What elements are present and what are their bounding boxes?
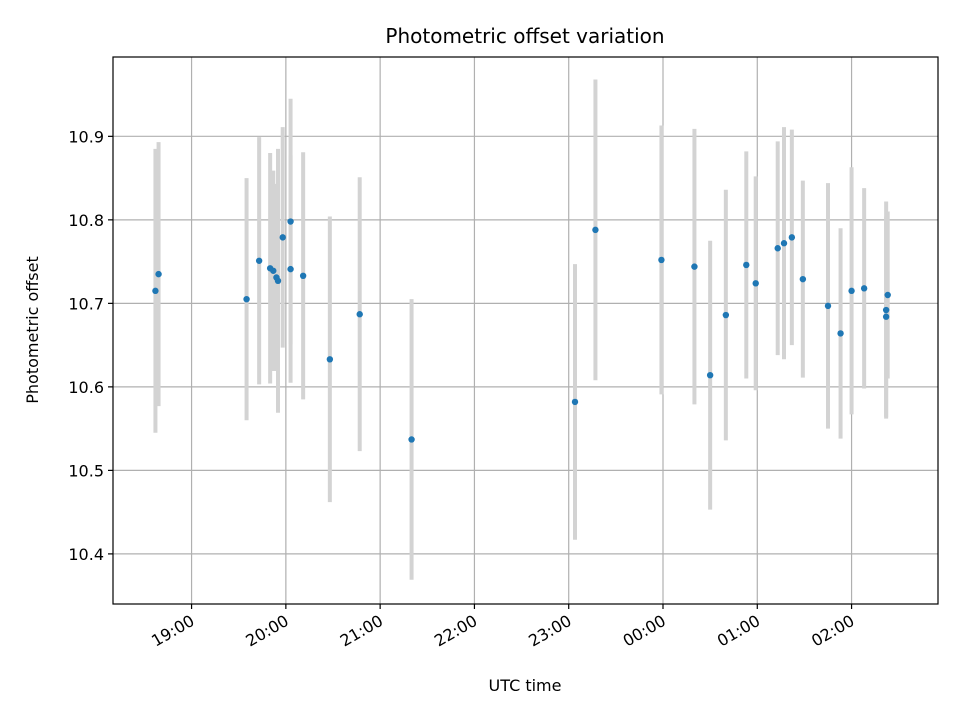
data-point [752, 280, 759, 287]
data-point [658, 256, 665, 264]
data-point [722, 311, 730, 319]
y-tick-label: 10.7 [68, 294, 104, 313]
data-point [279, 234, 286, 241]
y-tick-label: 10.5 [68, 461, 104, 480]
data-point [882, 313, 890, 320]
y-axis-label: Photometric offset [23, 256, 42, 404]
data-point [743, 261, 750, 269]
x-axis-label: UTC time [489, 676, 562, 695]
data-point [270, 267, 277, 274]
data-point [243, 295, 250, 303]
data-points [152, 218, 891, 443]
data-point [860, 285, 868, 292]
data-point [848, 287, 855, 295]
data-point [274, 277, 282, 285]
data-point [882, 306, 890, 314]
data-point [571, 398, 579, 406]
data-point [152, 287, 159, 295]
data-point [780, 240, 788, 247]
data-point [592, 226, 599, 234]
data-point [788, 234, 796, 241]
y-tick-label: 10.8 [68, 211, 104, 230]
data-point [691, 263, 698, 270]
data-point [287, 265, 294, 273]
data-point [824, 302, 832, 310]
chart-title: Photometric offset variation [385, 24, 664, 48]
data-point [155, 270, 162, 278]
data-point [706, 371, 714, 379]
y-tick-label: 10.6 [68, 378, 104, 397]
data-point [837, 330, 844, 337]
y-tick-label: 10.9 [68, 127, 104, 146]
y-tick-label: 10.4 [68, 545, 104, 564]
data-point [408, 436, 415, 443]
data-point [774, 245, 781, 252]
data-point [326, 356, 334, 363]
data-point [356, 311, 363, 318]
data-point [799, 275, 807, 283]
data-point [299, 272, 307, 279]
data-point [287, 218, 294, 225]
data-point [255, 257, 263, 264]
data-point [884, 291, 891, 299]
plot-area-frame [112, 56, 939, 605]
